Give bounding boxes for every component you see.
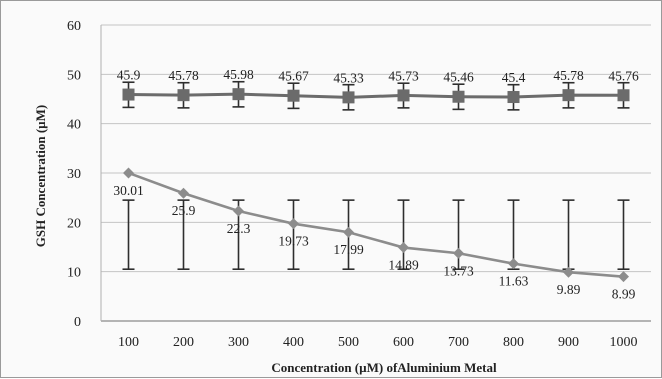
y-tick-label: 30 [67,167,81,182]
x-tick-label: 700 [448,335,469,350]
y-tick-label: 50 [67,68,81,83]
series-upper [122,80,630,111]
data-label: 14.89 [388,258,419,273]
x-tick-label: 600 [393,335,414,350]
data-label: 22.3 [227,221,251,236]
x-tick-label: 200 [173,335,194,350]
axes: 0 10 20 30 40 50 60 100 200 300 400 500 600 700 800 900… [67,19,651,350]
data-label: 45.9 [117,68,141,83]
data-label: 45.73 [388,68,419,83]
data-point [288,218,299,230]
data-label: 17.99 [333,242,364,257]
x-tick-label: 500 [338,335,359,350]
data-point [343,226,354,238]
series [122,80,630,283]
y-tick-label: 40 [67,118,81,133]
data-point [563,266,574,278]
data-label: 8.99 [612,287,636,302]
data-label: 45.46 [443,70,474,85]
data-labels: 45.9 45.78 45.98 45.67 45.33 45.73 45.46 45.4 45… [113,67,639,301]
data-label: 9.89 [557,282,581,297]
data-point [122,88,135,101]
x-tick-label: 100 [118,335,139,350]
data-point [232,88,245,101]
series-line [128,171,624,278]
y-axis-title: GSH Concentration (µM) [33,105,48,248]
data-point [452,90,465,103]
x-tick-label: 400 [283,335,304,350]
data-label: 45.67 [278,69,309,84]
data-label: 30.01 [113,183,143,198]
y-tick-label: 60 [67,19,81,34]
data-label: 13.73 [443,263,474,278]
data-point [562,89,575,102]
series-lower [122,167,630,283]
data-label: 45.98 [223,67,254,82]
x-axis-title: Concentration (µM) ofAluminium Metal [271,360,497,375]
data-point [617,89,630,102]
data-point [508,258,519,270]
data-point [507,91,520,104]
data-label: 25.9 [172,203,196,218]
data-point [618,271,629,283]
data-label: 19.73 [278,234,309,249]
data-point [397,89,410,102]
x-tick-label: 1000 [610,335,638,350]
x-tick-label: 900 [558,335,579,350]
data-point [453,247,464,259]
data-label: 45.76 [608,68,639,83]
x-tick-label: 800 [503,335,524,350]
x-tick-label: 300 [228,335,249,350]
y-tick-label: 10 [67,266,81,281]
y-tick-label: 0 [74,315,81,330]
data-point [177,89,190,102]
y-tick-label: 20 [67,216,81,231]
data-point [123,167,134,179]
data-point [233,205,244,217]
data-point [178,187,189,199]
data-point [398,242,409,254]
data-point [342,91,355,104]
data-label: 45.4 [502,70,526,85]
data-label: 11.63 [499,274,529,289]
data-label: 45.78 [168,68,199,83]
data-point [287,89,300,102]
series-line [128,92,624,99]
data-label: 45.33 [333,70,364,85]
data-label: 45.78 [553,68,584,83]
